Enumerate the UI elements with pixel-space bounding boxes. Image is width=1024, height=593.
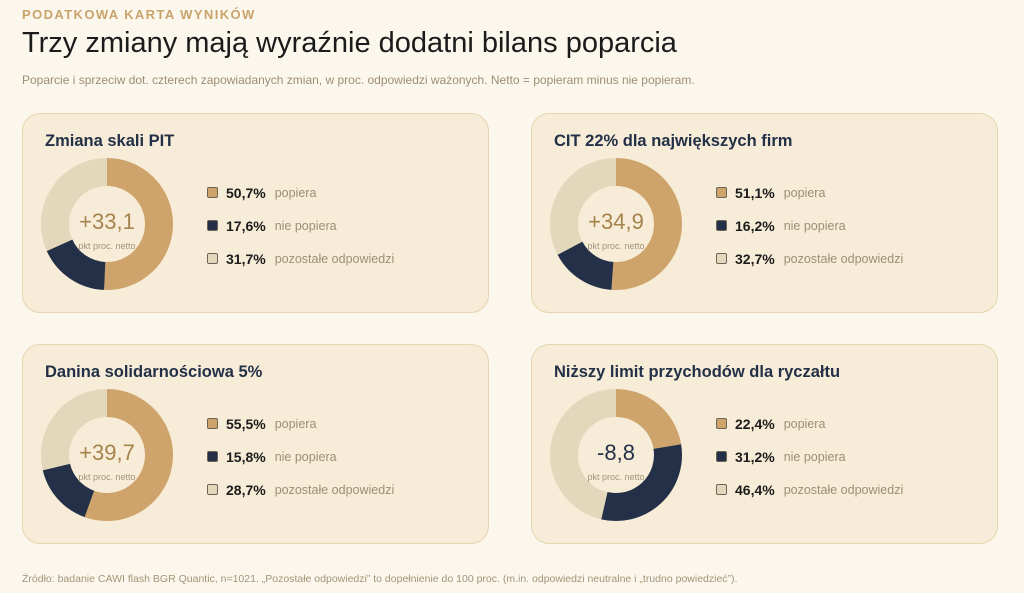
legend-value: 22,4% — [735, 415, 775, 432]
donut-slice-other — [41, 158, 108, 251]
legend-swatch-support — [207, 187, 218, 198]
net-label: pkt proc. netto — [78, 472, 135, 482]
net-value: -8,8 — [597, 440, 635, 465]
chart-title: Niższy limit przychodów dla ryczałtu — [554, 363, 841, 381]
legend-value: 31,7% — [226, 250, 266, 267]
legend-label: popiera — [274, 416, 317, 431]
donut-slice-support — [611, 158, 682, 290]
net-label: pkt proc. netto — [587, 472, 644, 482]
legend-label: pozostałe odpowiedzi — [783, 251, 904, 266]
chart-title: CIT 22% dla największych firm — [554, 132, 793, 150]
legend-item-other: 31,7% pozostałe odpowiedzi — [207, 242, 394, 275]
legend: 55,5% popiera 15,8% nie popiera 28,7% po… — [207, 407, 394, 506]
legend-swatch-support — [716, 418, 727, 429]
legend: 50,7% popiera 17,6% nie popiera 31,7% po… — [207, 176, 394, 275]
donut-slice-support — [84, 389, 173, 521]
legend-swatch-other — [207, 253, 218, 264]
net-label: pkt proc. netto — [78, 241, 135, 251]
legend: 51,1% popiera 16,2% nie popiera 32,7% po… — [716, 176, 903, 275]
legend-item-support: 50,7% popiera — [207, 176, 394, 209]
donut-slice-support — [615, 389, 682, 450]
legend-item-oppose: 31,2% nie popiera — [716, 440, 903, 473]
legend-swatch-other — [716, 253, 727, 264]
donut-slice-oppose — [557, 241, 615, 290]
legend-value: 31,2% — [735, 448, 775, 465]
subtitle: Poparcie i sprzeciw dot. czterech zapowi… — [22, 73, 695, 87]
legend-value: 55,5% — [226, 415, 266, 432]
net-label: pkt proc. netto — [587, 241, 644, 251]
legend-item-other: 32,7% pozostałe odpowiedzi — [716, 242, 903, 275]
legend-label: popiera — [783, 185, 826, 200]
legend-item-other: 28,7% pozostałe odpowiedzi — [207, 473, 394, 506]
source-note: Źródło: badanie CAWI flash BGR Quantic, … — [22, 573, 738, 585]
legend-item-support: 51,1% popiera — [716, 176, 903, 209]
legend-item-support: 22,4% popiera — [716, 407, 903, 440]
donut-chart: +33,1 pkt proc. netto — [41, 158, 173, 290]
legend-swatch-other — [207, 484, 218, 495]
net-value: +33,1 — [79, 209, 135, 234]
legend-value: 51,1% — [735, 184, 775, 201]
legend-label: popiera — [783, 416, 826, 431]
legend-swatch-oppose — [716, 220, 727, 231]
legend-swatch-support — [207, 418, 218, 429]
donut-chart: +39,7 pkt proc. netto — [41, 389, 173, 521]
legend-label: pozostałe odpowiedzi — [783, 482, 904, 497]
chart-card-4: Niższy limit przychodów dla ryczałtu -8,… — [531, 344, 998, 544]
donut-slice-other — [550, 389, 617, 520]
legend-label: nie popiera — [274, 449, 337, 464]
legend-value: 16,2% — [735, 217, 775, 234]
chart-card-1: Zmiana skali PIT +33,1 pkt proc. netto 50… — [22, 113, 489, 313]
eyebrow: PODATKOWA KARTA WYNIKÓW — [22, 7, 256, 22]
legend-value: 32,7% — [735, 250, 775, 267]
donut-slice-oppose — [601, 444, 682, 521]
legend-swatch-oppose — [716, 451, 727, 462]
chart-title: Danina solidarnościowa 5% — [45, 363, 263, 381]
net-value: +34,9 — [588, 209, 644, 234]
donut-slice-support — [104, 158, 173, 290]
legend-item-oppose: 16,2% nie popiera — [716, 209, 903, 242]
net-value: +39,7 — [79, 440, 135, 465]
donut-slice-oppose — [42, 463, 95, 518]
legend-swatch-oppose — [207, 451, 218, 462]
donut-slice-other — [550, 158, 617, 255]
legend-label: pozostałe odpowiedzi — [274, 251, 395, 266]
legend-value: 17,6% — [226, 217, 266, 234]
donut-slice-other — [41, 389, 108, 471]
legend-item-oppose: 17,6% nie popiera — [207, 209, 394, 242]
legend-item-oppose: 15,8% nie popiera — [207, 440, 394, 473]
donut-slice-oppose — [46, 238, 107, 290]
chart-card-2: CIT 22% dla największych firm +34,9 pkt p… — [531, 113, 998, 313]
donut-chart: -8,8 pkt proc. netto — [550, 389, 682, 521]
page-title: Trzy zmiany mają wyraźnie dodatni bilans… — [22, 27, 677, 59]
legend-label: pozostałe odpowiedzi — [274, 482, 395, 497]
legend-label: nie popiera — [783, 449, 846, 464]
legend-swatch-support — [716, 187, 727, 198]
legend-label: popiera — [274, 185, 317, 200]
legend-item-other: 46,4% pozostałe odpowiedzi — [716, 473, 903, 506]
legend-item-support: 55,5% popiera — [207, 407, 394, 440]
legend-value: 15,8% — [226, 448, 266, 465]
legend-value: 50,7% — [226, 184, 266, 201]
chart-title: Zmiana skali PIT — [45, 132, 175, 150]
legend-label: nie popiera — [783, 218, 846, 233]
legend: 22,4% popiera 31,2% nie popiera 46,4% po… — [716, 407, 903, 506]
legend-value: 46,4% — [735, 481, 775, 498]
chart-card-3: Danina solidarnościowa 5% +39,7 pkt proc.… — [22, 344, 489, 544]
legend-label: nie popiera — [274, 218, 337, 233]
donut-chart: +34,9 pkt proc. netto — [550, 158, 682, 290]
legend-swatch-oppose — [207, 220, 218, 231]
legend-value: 28,7% — [226, 481, 266, 498]
legend-swatch-other — [716, 484, 727, 495]
